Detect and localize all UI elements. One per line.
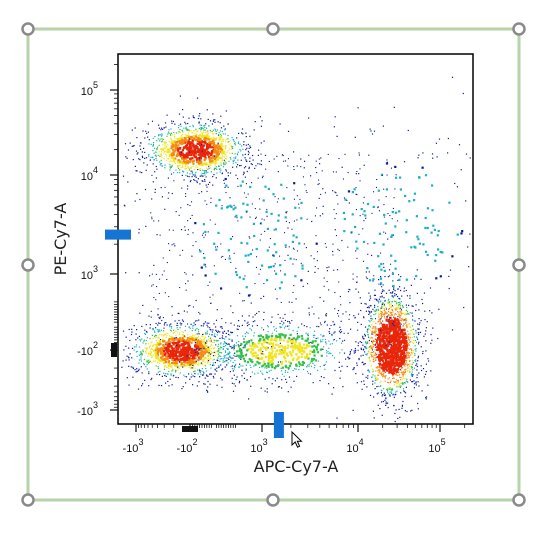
x-tick-label: 104 [346,437,363,455]
y-tick-label: -103 [77,400,98,418]
resize-handle[interactable] [21,493,35,507]
x-tick-label: 105 [428,437,445,455]
x-tick-label: -102 [177,437,198,455]
y-axis-marker[interactable] [105,229,131,240]
y-axis-title: PE-Cy7-A [51,203,70,276]
x-tick-label: -103 [123,437,144,455]
resize-handles[interactable] [21,22,526,507]
x-axis-drag-handle[interactable] [182,426,198,432]
resize-handle[interactable] [21,22,35,36]
y-axis-drag-handle[interactable] [111,343,117,357]
resize-handle[interactable] [266,493,280,507]
x-tick-label: 103 [250,437,267,455]
population-cluster [175,300,432,400]
axis-markers[interactable] [105,229,284,438]
arrow-cursor-icon [291,430,303,448]
y-tick-label: 103 [81,264,98,282]
population-cluster [123,110,405,377]
resize-handle[interactable] [512,258,526,272]
y-tick-label: 104 [81,165,98,183]
x-axis-marker[interactable] [273,412,284,438]
background-events [150,150,400,351]
plot-area[interactable] [117,53,474,425]
resize-handle[interactable] [512,22,526,36]
y-tick-label: 105 [81,80,98,98]
resize-handle[interactable] [21,258,35,272]
population-cluster [211,76,471,419]
x-axis-title: APC-Cy7-A [254,457,339,476]
resize-handle[interactable] [512,493,526,507]
y-axis: -103 -102 103 104 105 [77,64,118,418]
density-dots [121,76,471,423]
population-cluster [121,306,282,393]
y-tick-label: -102 [77,340,98,358]
resize-handle[interactable] [266,22,280,36]
